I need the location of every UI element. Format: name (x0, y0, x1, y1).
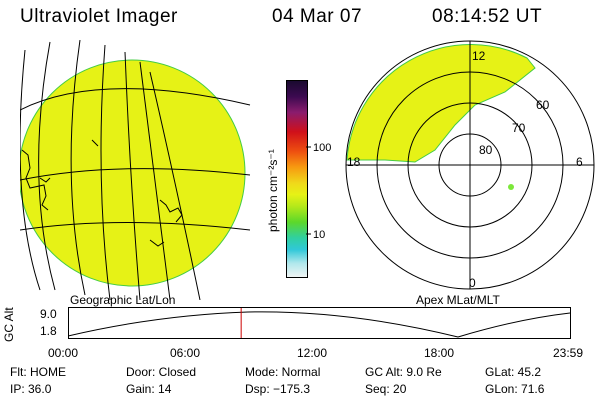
status-door: Door: Closed (126, 365, 197, 379)
polar-grid (345, 40, 595, 290)
orbit-xtick-0000: 00:00 (48, 346, 79, 360)
geographic-panel-label: Geographic Lat/Lon (70, 293, 176, 307)
lat-label-80: 80 (479, 143, 493, 157)
color-scale-axis: 100 10 (306, 142, 331, 241)
mlt-label-12: 12 (472, 49, 486, 63)
colorbar-tick-10: 10 (313, 229, 325, 241)
orbit-xtick-1200: 12:00 (297, 346, 328, 360)
orbit-xtick-1800: 18:00 (424, 346, 455, 360)
apex-polar-panel: 12 18 6 0 60 70 80 (345, 40, 595, 290)
orbit-ytick-min: 1.8 (40, 324, 57, 338)
status-glat: GLat: 45.2 (485, 365, 542, 379)
date-label: 04 Mar 07 (272, 6, 363, 27)
orbit-xtick-2359: 23:59 (553, 346, 584, 360)
status-glon: GLon: 71.6 (485, 382, 545, 396)
auroral-oval-region (346, 44, 536, 163)
lat-lon-grid (20, 40, 251, 300)
mlt-label-6: 6 (576, 155, 583, 169)
lat-label-60: 60 (536, 98, 550, 112)
color-scale-bar (286, 80, 308, 278)
orbit-altitude-plot (68, 307, 571, 339)
mlt-label-0: 0 (469, 276, 476, 290)
apex-panel-label: Apex MLat/MLT (416, 293, 500, 307)
status-flight: Flt: HOME (10, 365, 66, 379)
earth-disk (20, 59, 246, 287)
auroral-spot (508, 184, 514, 190)
lat-label-70: 70 (512, 121, 526, 135)
geographic-image-panel (20, 40, 251, 300)
status-gain: Gain: 14 (126, 382, 172, 396)
colorbar-unit-label: photon cm⁻²s⁻¹ (266, 149, 280, 232)
mlt-label-18: 18 (347, 155, 361, 169)
status-mode: Mode: Normal (245, 365, 321, 379)
orbit-ylabel: GC Alt (2, 307, 16, 342)
status-seq: Seq: 20 (365, 382, 407, 396)
coastlines (21, 139, 183, 247)
colorbar-tick-100: 100 (313, 142, 331, 154)
orbit-plot-frame (68, 307, 571, 339)
app-title: Ultraviolet Imager (20, 6, 178, 27)
orbit-ytick-max: 9.0 (40, 307, 57, 321)
time-label: 08:14:52 UT (432, 6, 543, 27)
status-dsp: Dsp: −175.3 (245, 382, 311, 396)
status-gc-alt: GC Alt: 9.0 Re (365, 365, 442, 379)
orbit-xtick-0600: 06:00 (170, 346, 201, 360)
status-ip: IP: 36.0 (10, 382, 52, 396)
orbit-altitude-curve (68, 311, 571, 338)
